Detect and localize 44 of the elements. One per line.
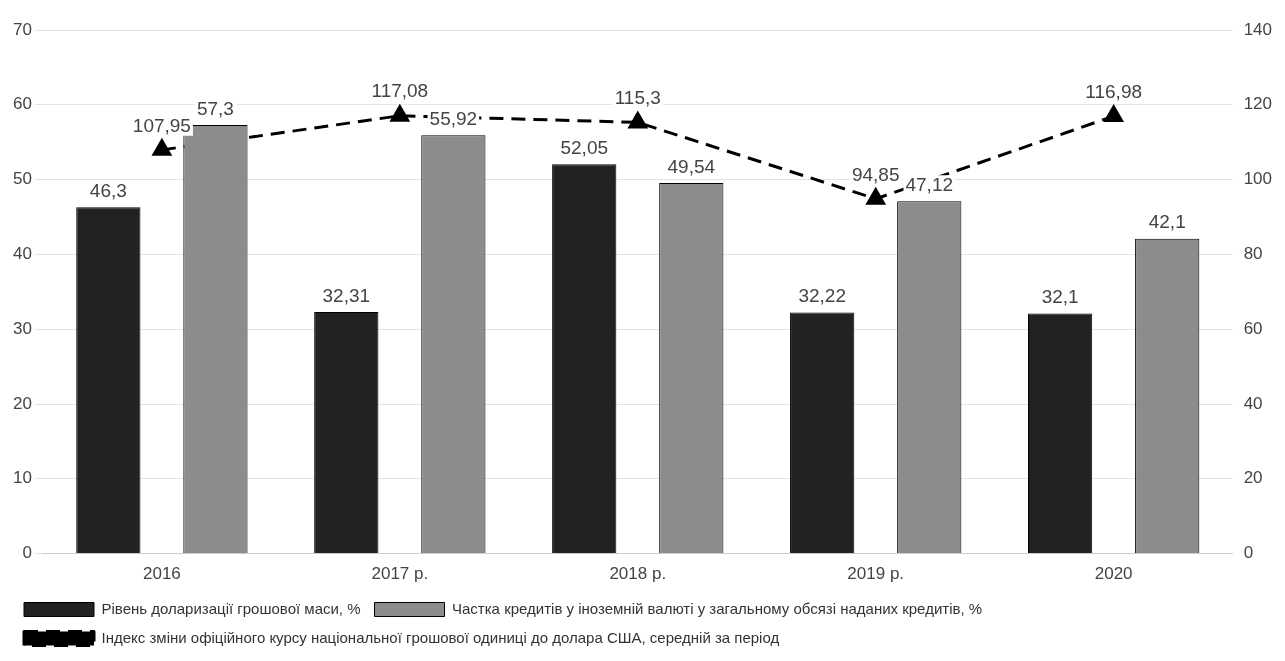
y2-tick-label: 20 — [1243, 468, 1263, 488]
data-label: 49,54 — [667, 155, 716, 177]
x-tick-label: 2016 — [142, 564, 181, 584]
y2-tick-label: 120 — [1243, 94, 1273, 114]
legend-label: Рівень доларизації грошової маси, % — [101, 599, 361, 617]
y-tick-label: 60 — [12, 94, 32, 114]
y2-tick-label: 80 — [1243, 244, 1263, 264]
point — [1104, 105, 1123, 123]
data-label: 115,3 — [614, 87, 661, 109]
data-label: 107,95 — [132, 114, 191, 136]
point — [866, 188, 886, 205]
x-tick-label: 2020 — [1094, 564, 1133, 584]
x-tick-label: 2017 р. — [371, 564, 429, 584]
point — [390, 105, 410, 122]
data-label: 47,12 — [905, 173, 954, 195]
data-label: 94,85 — [851, 163, 900, 185]
x-tick-label: 2019 р. — [847, 564, 905, 584]
y-tick-label: 40 — [12, 244, 32, 264]
y2-tick-label: 140 — [1243, 19, 1273, 39]
data-label: 32,1 — [1041, 286, 1079, 308]
point — [628, 111, 648, 129]
data-label: 32,22 — [798, 285, 846, 307]
data-label: 32,31 — [322, 284, 371, 306]
data-label: 52,05 — [560, 137, 609, 158]
point — [152, 139, 172, 156]
y-tick-label: 70 — [12, 19, 32, 39]
y-tick-label: 30 — [12, 318, 32, 338]
y2-tick-label: 40 — [1243, 393, 1263, 413]
y-tick-label: 10 — [12, 468, 32, 488]
data-label: 46,3 — [89, 180, 127, 202]
data-label: 116,98 — [1085, 80, 1143, 102]
y2-tick-label: 60 — [1243, 318, 1263, 338]
y-tick-label: 20 — [12, 393, 32, 413]
legend-label: Індекс зміни офіційного курсу національної грошової одиниці до долара США, середній за період — [101, 628, 780, 646]
y2-tick-label: 100 — [1243, 169, 1273, 189]
data-label: 57,3 — [196, 97, 234, 119]
y2-tick-label: 0 — [1243, 543, 1254, 563]
data-label: 42,1 — [1148, 211, 1186, 233]
legend-label: Частка кредитів у іноземній валюті у загальному обсязі наданих кредитів, % — [452, 599, 983, 617]
x-tick-label: 2018 р. — [609, 564, 667, 584]
y-tick-label: 50 — [12, 169, 32, 189]
y-tick-label: 0 — [22, 543, 32, 563]
data-label: 117,08 — [371, 80, 429, 102]
data-label: 55,92 — [429, 108, 478, 130]
